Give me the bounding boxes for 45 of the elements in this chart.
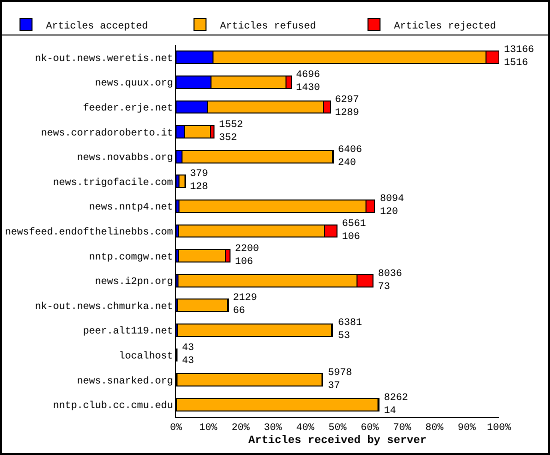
x-tick-label: 90% — [458, 423, 476, 434]
x-tick-label: 0% — [170, 423, 182, 434]
annotation: 8262 14 — [384, 393, 408, 417]
legend-label: Articles rejected — [394, 20, 496, 32]
y-tick-label: news.i2pn.org — [94, 276, 173, 288]
x-tick-label: 80% — [425, 423, 444, 434]
annotation: 2129 66 — [233, 293, 258, 317]
x-tick-label: 70% — [393, 423, 412, 434]
annotation: 8036 73 — [378, 269, 402, 293]
y-tick-label: news.novabbs.org — [76, 152, 173, 164]
x-tick-label: 40% — [296, 423, 314, 434]
x-tick-label: 60% — [360, 423, 379, 434]
annotation: 2200 106 — [235, 244, 260, 268]
annotation: 4696 1430 — [296, 70, 320, 94]
annotation: 6297 1289 — [335, 95, 360, 119]
annotation: 5978 37 — [328, 368, 352, 392]
x-tick-label: 100% — [486, 423, 512, 434]
y-tick-label: news.snarked.org — [76, 375, 173, 388]
annotation: 6561 106 — [342, 219, 366, 243]
x-tick-label: 20% — [232, 423, 250, 434]
legend-label: Articles refused — [220, 20, 316, 32]
y-tick-label: news.quux.org — [94, 78, 173, 90]
annotation: 1552 352 — [219, 120, 244, 144]
y-tick-label: nk-out.news.chmurka.net — [34, 300, 173, 313]
y-tick-label: newsfeed.endofthelinebbs.com — [4, 226, 173, 238]
annotation: 13166 1516 — [504, 45, 534, 69]
annotation: 6381 53 — [338, 318, 362, 342]
y-tick-label: feeder.erje.net — [82, 102, 173, 114]
y-tick-label: localhost — [118, 350, 173, 362]
x-tick-label: 30% — [264, 423, 282, 434]
legend-label: Articles accepted — [46, 20, 148, 32]
x-tick-label: 10% — [199, 423, 218, 434]
x-tick-label: 50% — [328, 423, 347, 434]
y-tick-label: news.trigofacile.com — [52, 176, 173, 189]
annotation: 379 128 — [190, 169, 208, 193]
annotation: 6406 240 — [338, 145, 362, 169]
y-tick-label: nk-out.news.weretis.net — [34, 52, 173, 65]
y-tick-label: nntp.comgw.net — [88, 252, 173, 264]
annotation: 8094 120 — [380, 194, 404, 218]
y-tick-label: peer.alt119.net — [82, 326, 173, 338]
y-tick-label: news.nntp4.net — [88, 202, 173, 214]
y-tick-label: news.corradoroberto.it — [40, 127, 173, 140]
y-tick-label: nntp.club.cc.cmu.edu — [52, 400, 173, 412]
annotation: 43 43 — [182, 343, 194, 367]
x-axis-title: Articles received by server — [248, 435, 427, 448]
